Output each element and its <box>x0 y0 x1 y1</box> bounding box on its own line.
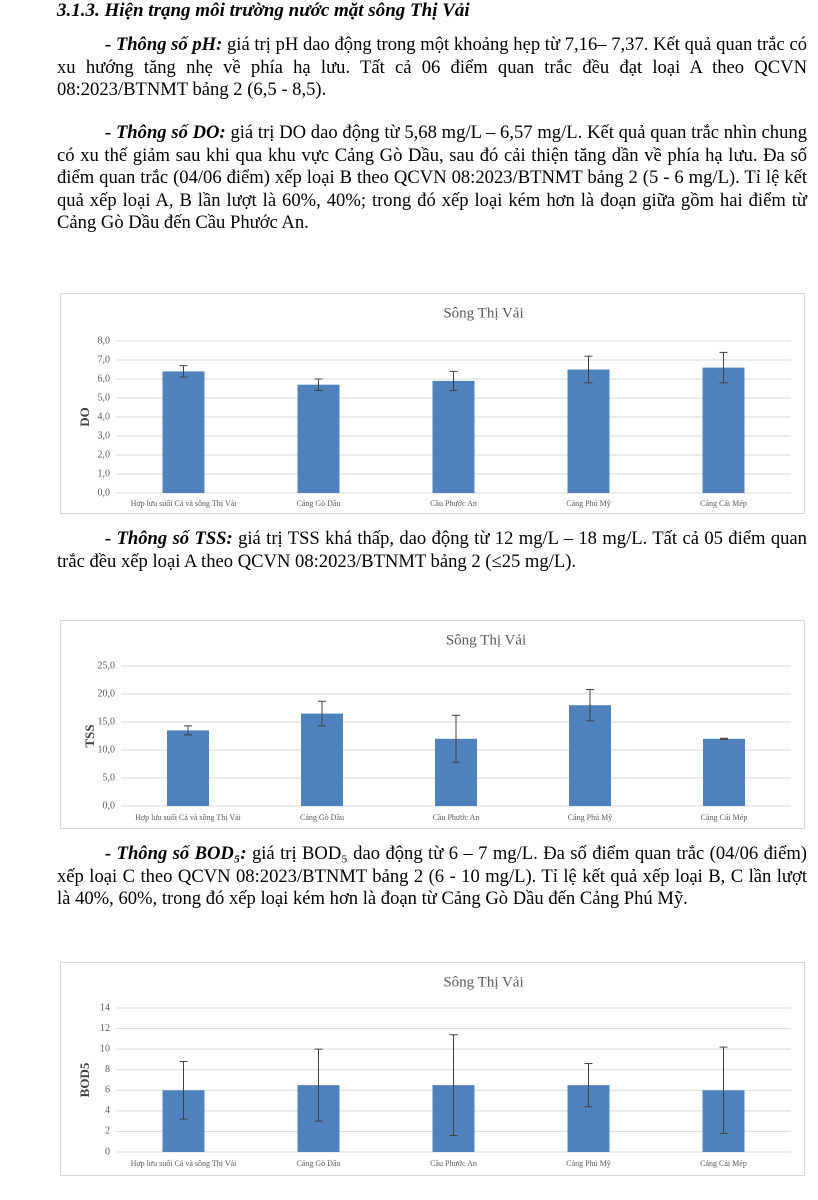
y-tick-label: 12 <box>100 1023 110 1034</box>
y-tick-label: 4 <box>105 1105 110 1116</box>
y-tick-label: 10 <box>100 1043 110 1054</box>
x-tick-label: Hợp lưu suối Cả và sông Thị Vải <box>131 1159 238 1168</box>
y-tick-label: 5,0 <box>98 392 111 403</box>
x-tick-label: Cảng Gò Dầu <box>297 499 341 508</box>
paragraph: - Thông số TSS: giá trị TSS khá thấp, da… <box>57 528 807 573</box>
x-tick-label: Cầu Phước An <box>433 813 480 822</box>
y-axis-label: DO <box>77 407 92 427</box>
y-tick-label: 25,0 <box>98 660 116 671</box>
chart: Sông Thị Vải TSS 0,0 5,0 10,0 15,0 20,0 25,0 Hợp… <box>60 620 805 829</box>
lead: - Thông số TSS: <box>105 528 233 549</box>
chart-title: Sông Thị Vải <box>446 632 526 648</box>
bar <box>167 730 209 806</box>
y-tick-label: 0,0 <box>98 487 111 498</box>
lead: - Thông số BOD₅: <box>105 843 247 864</box>
bar <box>567 369 610 493</box>
x-tick-label: Hợp lưu suối Cả và sông Thị Vải <box>135 813 242 822</box>
x-tick-label: Cảng Cái Mép <box>700 1159 747 1168</box>
bar <box>301 713 343 806</box>
paragraph: - Thông số pH: giá trị pH dao động trong… <box>57 34 807 102</box>
x-tick-label: Cảng Cái Mép <box>700 499 747 508</box>
x-tick-label: Hợp lưu suối Cả và sông Thị Vải <box>131 499 238 508</box>
y-tick-label: 8,0 <box>98 335 111 346</box>
text: giá trị BOD₅ dao động từ 6 – 7 mg/L. Đa … <box>57 843 807 909</box>
chart: Sông Thị Vải BOD5 0 2 4 6 8 10 12 14 Hợp lưu suối … <box>60 962 805 1176</box>
y-tick-label: 15,0 <box>98 716 116 727</box>
y-tick-label: 6 <box>105 1085 110 1096</box>
text: giá trị DO dao động từ 5,68 mg/L – 6,57 … <box>57 122 807 233</box>
y-tick-label: 2 <box>105 1126 110 1137</box>
chart-title: Sông Thị Vải <box>443 305 523 321</box>
paragraph: - Thông số DO: giá trị DO dao động từ 5,… <box>57 122 807 235</box>
y-tick-label: 6,0 <box>98 373 111 384</box>
x-tick-label: Cầu Phước An <box>430 499 477 508</box>
lead: - Thông số DO: <box>105 122 226 143</box>
y-tick-label: 20,0 <box>98 688 116 699</box>
y-tick-label: 0,0 <box>103 800 116 811</box>
y-tick-label: 5,0 <box>103 772 116 783</box>
bar <box>569 705 611 806</box>
bar <box>162 371 205 493</box>
bar <box>702 367 745 493</box>
x-tick-label: Cảng Cái Mép <box>701 813 748 822</box>
y-tick-label: 14 <box>100 1002 110 1013</box>
paragraph: - Thông số BOD₅: giá trị BOD₅ dao động t… <box>57 843 807 911</box>
chart-title: Sông Thị Vải <box>443 974 523 990</box>
y-tick-label: 2,0 <box>98 449 111 460</box>
y-tick-label: 10,0 <box>98 744 116 755</box>
y-tick-label: 3,0 <box>98 430 111 441</box>
y-axis-label: BOD5 <box>77 1062 92 1097</box>
y-tick-label: 1,0 <box>98 468 111 479</box>
x-tick-label: Cảng Phú Mỹ <box>568 813 612 822</box>
y-tick-label: 4,0 <box>98 411 111 422</box>
lead: - Thông số pH: <box>105 34 223 55</box>
text: giá trị TSS khá thấp, dao động từ 12 mg/… <box>57 528 807 572</box>
y-tick-label: 0 <box>105 1146 110 1157</box>
x-tick-label: Cảng Gò Dầu <box>297 1159 341 1168</box>
x-tick-label: Cầu Phước An <box>430 1159 477 1168</box>
y-axis-label: TSS <box>82 724 97 747</box>
y-tick-label: 7,0 <box>98 354 111 365</box>
y-tick-label: 8 <box>105 1064 110 1075</box>
x-tick-label: Cảng Phú Mỹ <box>566 499 610 508</box>
heading: 3.1.3. Hiện trạng môi trường nước mặt sô… <box>57 0 470 21</box>
x-tick-label: Cảng Gò Dầu <box>300 813 344 822</box>
text: giá trị pH dao động trong một khoảng hẹp… <box>57 34 807 100</box>
chart: Sông Thị Vải DO 0,0 1,0 2,0 3,0 4,0 5,0 6,0 7,0 8,… <box>60 293 805 514</box>
x-tick-label: Cảng Phú Mỹ <box>566 1159 610 1168</box>
bar <box>432 380 475 493</box>
bar <box>703 738 745 806</box>
bar <box>297 384 340 493</box>
